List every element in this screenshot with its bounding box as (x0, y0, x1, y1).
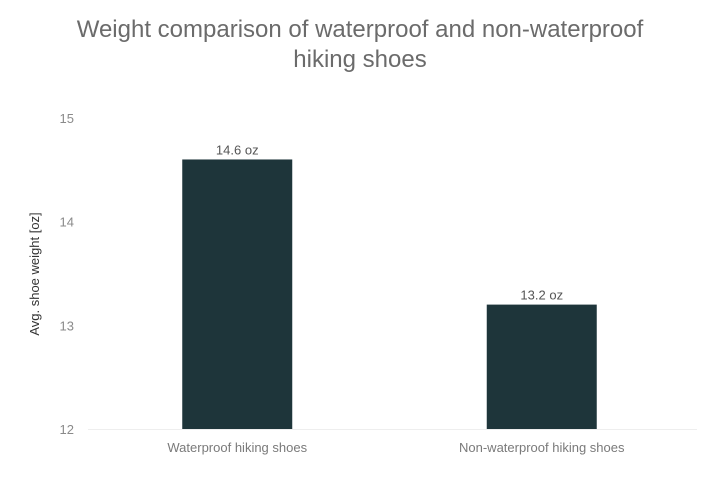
chart-title-line-2: hiking shoes (293, 46, 426, 73)
bar-data-label: 14.6 oz (216, 142, 259, 157)
x-category-label: Non-waterproof hiking shoes (459, 440, 625, 455)
x-category-label: Waterproof hiking shoes (167, 440, 307, 455)
y-axis-ticks: 12 13 14 15 (60, 111, 74, 437)
y-tick-label: 15 (60, 111, 74, 126)
bar-data-label: 13.2 oz (520, 288, 563, 303)
bar (182, 159, 293, 429)
x-axis-categories: Waterproof hiking shoes Non-waterproof hi… (167, 440, 625, 455)
bars (182, 159, 597, 429)
bar (486, 304, 597, 429)
chart-title-line-1: Weight comparison of waterproof and non-… (77, 16, 644, 43)
y-tick-label: 14 (60, 215, 74, 230)
y-tick-label: 13 (60, 318, 74, 333)
y-tick-label: 12 (60, 422, 74, 437)
y-axis-label: Avg. shoe weight [oz] (27, 212, 42, 335)
data-labels: 14.6 oz 13.2 oz (216, 142, 563, 302)
